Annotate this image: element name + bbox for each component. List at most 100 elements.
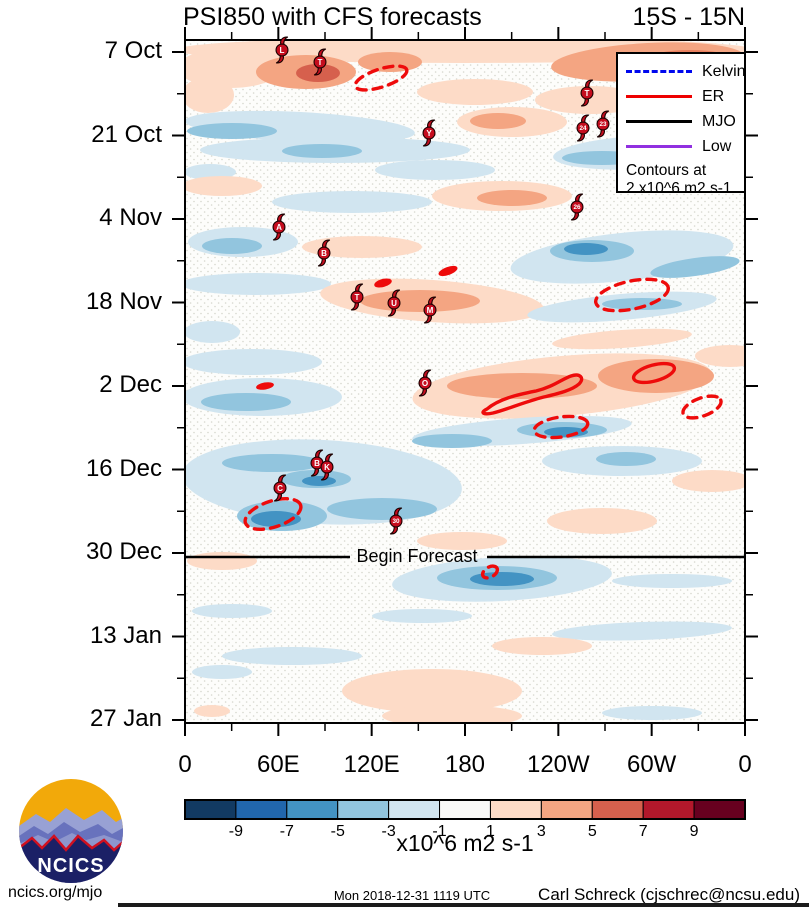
storm-disc [313, 55, 327, 69]
storm-arm-top [280, 36, 289, 46]
colorbar-segment [642, 799, 695, 820]
x-tick-label: 60E [256, 751, 300, 778]
storm-label: U [391, 299, 397, 308]
ncics-logo-art: NCICS [19, 779, 123, 883]
storm-disc [350, 290, 364, 304]
wave-legend: Kelvin ER MJO Low Contours at 2 x10^6 m2 s-… [616, 52, 746, 197]
x-tick-label: 60W [626, 751, 677, 778]
legend-item-mjo: MJO [626, 109, 738, 134]
er-contour-fill [256, 382, 274, 390]
storm-disc [387, 296, 401, 310]
storm-label: 24 [579, 125, 587, 132]
legend-line-sample [626, 120, 692, 123]
colorbar-segment [591, 799, 644, 820]
storm-disc [576, 121, 590, 135]
er-contour-dashed [532, 414, 590, 440]
colorbar-tick-label: 9 [690, 823, 699, 840]
colorbar-tick-label: -7 [280, 823, 294, 840]
storm-label: K [324, 463, 330, 472]
storm-disc [580, 86, 594, 100]
storm-disc [570, 200, 584, 214]
storm-arm-top [278, 474, 287, 484]
storm-label: L [280, 46, 285, 55]
y-tick-label: 7 Oct [104, 37, 162, 64]
storm-arm-top [423, 369, 432, 379]
storm-symbol: T [350, 283, 364, 311]
storm-arm-bottom [317, 257, 326, 267]
colorbar-segment [693, 799, 746, 820]
legend-label: Low [702, 137, 732, 155]
storm-disc [275, 43, 289, 57]
colorbar-tick-label: 7 [639, 823, 648, 840]
storm-arm-top [355, 283, 364, 293]
storm-label: 23 [599, 121, 607, 128]
er-contour-solid [481, 373, 584, 416]
legend-line-sample [626, 95, 692, 98]
storm-arm-bottom [350, 301, 359, 311]
er-contour-dashed [681, 394, 723, 420]
storm-arm-bottom [272, 231, 281, 241]
colorbar-segment [540, 799, 593, 820]
colorbar-tick-label: -5 [331, 823, 345, 840]
legend-label: ER [702, 87, 725, 105]
y-tick-label: 2 Dec [99, 371, 162, 398]
storm-label: M [427, 306, 434, 315]
er-contour-dashed [480, 564, 500, 580]
storm-arm-top [581, 114, 590, 124]
colorbar-segment [235, 799, 288, 820]
storm-disc [273, 481, 287, 495]
y-tick-label: 4 Nov [99, 204, 162, 231]
storm-arm-top [601, 110, 610, 120]
storm-arm-top [428, 296, 437, 306]
colorbar-segment [337, 799, 390, 820]
storm-symbol: U [387, 289, 401, 317]
storm-arm-bottom [580, 97, 589, 107]
ncics-logo-text: NCICS [37, 855, 104, 877]
storm-arm-top [318, 48, 327, 58]
axes [172, 27, 758, 736]
colorbar-segment [439, 799, 491, 820]
er-contour-solid [631, 361, 677, 385]
storm-symbol: M [423, 296, 437, 324]
storm-label: Y [426, 129, 432, 138]
colorbar-segment [184, 799, 237, 820]
legend-item-er: ER [626, 84, 738, 109]
footer-timestamp: Mon 2018-12-31 1119 UTC [333, 888, 491, 903]
er-contour-dashed [243, 497, 303, 531]
legend-label: Kelvin [702, 62, 746, 80]
storm-arm-bottom [423, 314, 432, 324]
y-tick-label: 21 Oct [91, 120, 162, 148]
storm-label: 26 [573, 204, 581, 211]
footer-link: ncics.org/mjo [8, 884, 103, 901]
storm-symbol: O [418, 369, 432, 397]
x-tick-label: 120E [343, 751, 400, 778]
colorbar-tick-label: 5 [588, 823, 597, 840]
storm-symbol: L [275, 36, 289, 64]
storm-disc [423, 303, 437, 317]
legend-item-kelvin: Kelvin [626, 59, 746, 84]
storm-arm-bottom [275, 54, 284, 64]
legend-label: MJO [702, 112, 736, 130]
colorbar-frame [184, 799, 746, 820]
storm-arm-bottom [422, 137, 431, 147]
storm-symbol: T [580, 79, 594, 107]
storm-symbol: A [272, 213, 286, 241]
legend-line-sample [626, 145, 692, 148]
storm-arm-bottom [310, 467, 319, 477]
storm-symbol: 30 [389, 507, 403, 535]
colorbar-unit-label: x10^6 m2 s-1 [396, 830, 534, 856]
storm-arm-bottom [418, 387, 427, 397]
storm-arm-top [394, 507, 403, 517]
storm-symbol: 23 [596, 110, 610, 138]
storm-label: T [318, 58, 323, 67]
storm-disc [320, 460, 334, 474]
colorbar-tick-label: 3 [537, 823, 546, 840]
storm-arm-bottom [596, 128, 605, 138]
storm-arm-top [392, 289, 401, 299]
storm-arm-bottom [570, 211, 579, 221]
x-tick-label: 0 [738, 751, 752, 778]
x-tick-label: 120W [526, 751, 590, 778]
storm-symbol: K [320, 453, 334, 481]
